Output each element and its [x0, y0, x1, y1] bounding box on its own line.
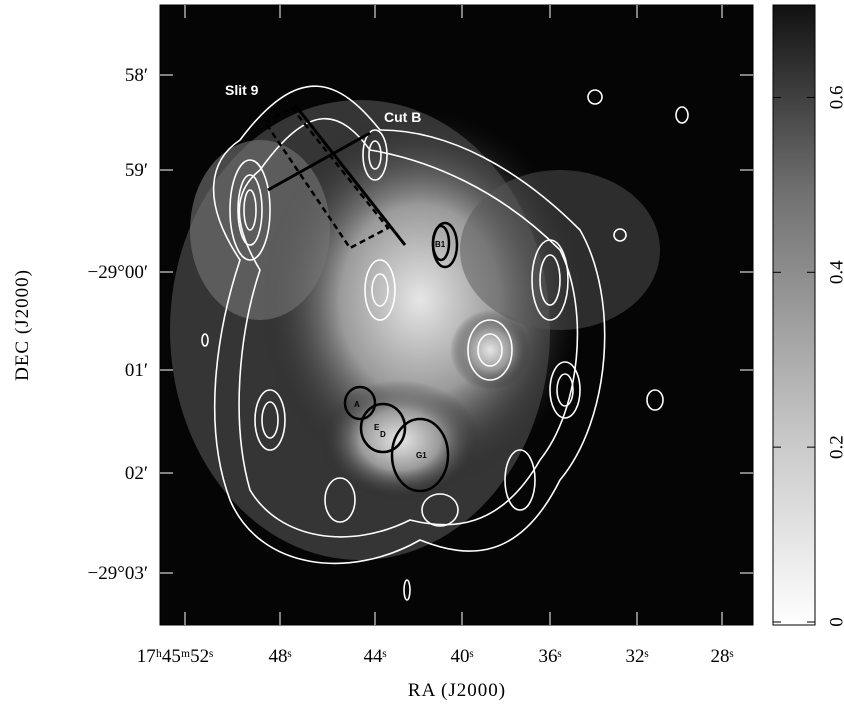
labels: 17ʰ45ᵐ52ˢ 48ˢ 44ˢ 40ˢ 36ˢ 32ˢ 28ˢ 58′ 59′ −29°00′…: [88, 5, 844, 667]
annotation: D: [380, 430, 386, 439]
annotation: B1: [435, 240, 446, 249]
source-ellipses: [343, 221, 459, 493]
x-tick-label: 40ˢ: [450, 646, 473, 667]
y-tick-label: 02′: [125, 463, 148, 484]
contours: [201, 85, 689, 601]
x-axis-label: RA (J2000): [408, 680, 506, 701]
colorbar-tick-label: 0.4: [826, 260, 844, 284]
annotation: Cut B: [384, 109, 421, 125]
annotation: A: [354, 400, 360, 409]
slit-and-cut: [263, 104, 407, 250]
y-tick-label: −29°03′: [88, 563, 148, 584]
annotation: G1: [416, 451, 427, 460]
colorbar-tick-label: 0: [826, 617, 844, 627]
annotation: Slit 9: [225, 82, 259, 98]
x-tick-label: 32ˢ: [625, 646, 648, 667]
y-tick-label: −29°00′: [88, 262, 148, 283]
y-axis-label: DEC (J2000): [12, 269, 33, 381]
colorbar: [772, 4, 816, 626]
annotation: E: [374, 423, 380, 432]
y-tick-label: 01′: [125, 360, 148, 381]
y-tick-label: 58′: [125, 65, 148, 86]
x-tick-label: 48ˢ: [268, 646, 291, 667]
y-tick-label: 59′: [125, 160, 148, 181]
x-tick-label: 44ˢ: [363, 646, 386, 667]
colorbar-tick-label: 0.2: [826, 435, 844, 459]
colorbar-tick-label: 0.6: [826, 86, 844, 110]
x-tick-label: 36ˢ: [538, 646, 561, 667]
x-tick-label: 28ˢ: [710, 646, 733, 667]
x-tick-label: 17ʰ45ᵐ52ˢ: [137, 646, 213, 667]
